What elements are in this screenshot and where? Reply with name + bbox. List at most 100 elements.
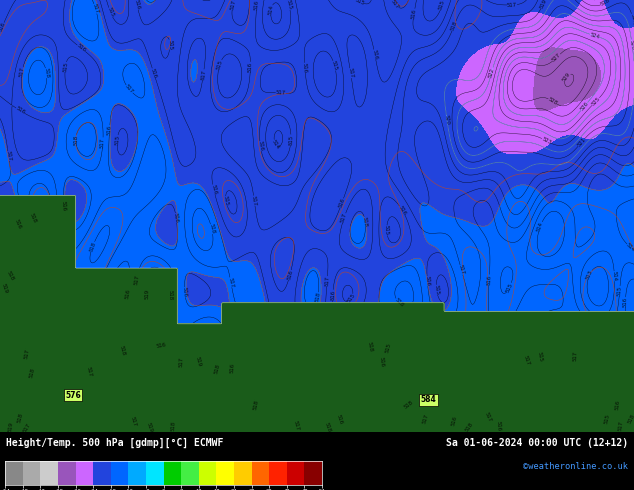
Bar <box>5 461 23 485</box>
Text: 519: 519 <box>145 288 150 298</box>
Text: 516: 516 <box>173 213 179 223</box>
Text: 516: 516 <box>133 0 141 10</box>
Text: 518: 518 <box>29 213 37 224</box>
Text: 517: 517 <box>347 68 354 78</box>
Text: 518: 518 <box>89 241 97 252</box>
Text: 516: 516 <box>150 68 158 79</box>
Text: 516: 516 <box>61 200 67 211</box>
Text: 518: 518 <box>362 216 368 227</box>
Text: 519: 519 <box>0 283 8 294</box>
Text: 516: 516 <box>254 0 260 10</box>
Text: 518: 518 <box>17 412 24 423</box>
Text: 519: 519 <box>146 422 153 433</box>
Text: 516: 516 <box>450 416 458 427</box>
Text: 517: 517 <box>19 67 25 77</box>
Text: 516: 516 <box>230 363 235 373</box>
Text: 517: 517 <box>130 416 137 427</box>
Text: 515: 515 <box>285 0 293 10</box>
Text: 518: 518 <box>366 342 373 352</box>
Text: ©weatheronline.co.uk: ©weatheronline.co.uk <box>522 462 628 471</box>
Text: 516: 516 <box>0 22 6 33</box>
Text: 517: 517 <box>100 137 106 147</box>
Text: 516: 516 <box>257 141 264 151</box>
Text: 516: 516 <box>182 287 188 297</box>
Text: 516: 516 <box>614 400 621 410</box>
Text: 515: 515 <box>107 7 115 18</box>
Text: 516: 516 <box>398 205 407 216</box>
Text: 518: 518 <box>6 270 15 282</box>
Text: 516: 516 <box>425 276 430 286</box>
Text: 518: 518 <box>403 400 414 410</box>
Text: 518: 518 <box>314 292 321 303</box>
Text: 517: 517 <box>340 212 348 223</box>
Text: 515: 515 <box>505 282 514 293</box>
Text: 526: 526 <box>579 101 590 112</box>
Text: 522: 522 <box>488 67 495 78</box>
Text: 515: 515 <box>62 61 68 72</box>
Text: 517: 517 <box>124 84 134 95</box>
Text: 517: 517 <box>251 195 257 206</box>
Bar <box>181 461 199 485</box>
Text: 517: 517 <box>92 3 100 14</box>
Bar <box>252 461 269 485</box>
Text: 518: 518 <box>627 413 634 424</box>
Text: 518: 518 <box>168 290 173 300</box>
Text: 516: 516 <box>210 184 217 195</box>
Text: 517: 517 <box>618 420 624 431</box>
Bar <box>216 461 234 485</box>
Text: 518: 518 <box>119 345 126 356</box>
Text: 528: 528 <box>547 97 559 106</box>
Text: 516: 516 <box>15 106 26 116</box>
Text: 517: 517 <box>228 277 235 288</box>
Text: 516: 516 <box>335 414 343 425</box>
Text: 529: 529 <box>562 72 572 83</box>
Text: 517: 517 <box>22 422 32 434</box>
Bar <box>23 461 41 485</box>
Text: 515: 515 <box>354 0 365 6</box>
Text: 515: 515 <box>434 284 440 295</box>
Bar <box>58 461 75 485</box>
Text: 521: 521 <box>576 137 586 148</box>
Text: 514: 514 <box>625 243 634 253</box>
Text: 519: 519 <box>539 0 548 9</box>
Bar <box>164 461 181 485</box>
Text: 517: 517 <box>390 0 400 9</box>
Text: 516: 516 <box>13 219 22 230</box>
Text: 519: 519 <box>8 422 14 433</box>
Text: 518: 518 <box>208 223 216 235</box>
Bar <box>199 461 216 485</box>
Text: 516: 516 <box>379 356 385 367</box>
Text: 515: 515 <box>288 134 294 145</box>
Text: 517: 517 <box>179 356 184 367</box>
Text: 516: 516 <box>623 297 628 307</box>
Text: 515: 515 <box>346 293 356 304</box>
Text: 514: 514 <box>268 4 275 15</box>
Text: 516: 516 <box>76 43 87 53</box>
Text: 517: 517 <box>133 274 140 285</box>
Text: 527: 527 <box>551 52 562 63</box>
Bar <box>41 461 58 485</box>
Text: 513: 513 <box>585 270 593 280</box>
Bar <box>234 461 252 485</box>
Text: 517: 517 <box>230 0 236 10</box>
Text: 516: 516 <box>107 125 112 135</box>
Text: 517: 517 <box>200 69 207 80</box>
Text: 514: 514 <box>612 271 617 281</box>
Text: 520: 520 <box>444 115 450 125</box>
Text: 518: 518 <box>29 367 36 378</box>
Text: 515: 515 <box>385 342 392 353</box>
Bar <box>93 461 111 485</box>
Text: Sa 01-06-2024 00:00 UTC (12+12): Sa 01-06-2024 00:00 UTC (12+12) <box>446 438 628 448</box>
Text: 518: 518 <box>214 363 221 374</box>
Text: 515: 515 <box>617 286 623 296</box>
Text: 518: 518 <box>323 421 332 433</box>
Bar <box>111 461 128 485</box>
Text: 517: 517 <box>483 412 492 423</box>
Text: 515: 515 <box>216 59 224 70</box>
Text: 514: 514 <box>271 139 280 150</box>
Text: 517: 517 <box>573 350 578 361</box>
Bar <box>269 461 287 485</box>
Text: 517: 517 <box>422 413 430 424</box>
Text: 516: 516 <box>486 274 492 285</box>
Text: 517: 517 <box>458 265 465 275</box>
